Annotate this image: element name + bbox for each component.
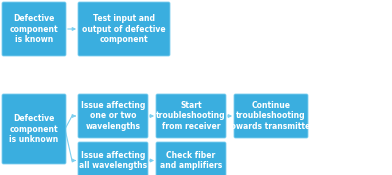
FancyBboxPatch shape bbox=[78, 2, 170, 56]
FancyBboxPatch shape bbox=[78, 142, 148, 175]
Text: Defective
component
is known: Defective component is known bbox=[10, 14, 58, 44]
Text: Issue affecting
all wavelengths: Issue affecting all wavelengths bbox=[79, 151, 147, 170]
FancyBboxPatch shape bbox=[2, 94, 66, 164]
Text: Issue affecting
one or two
wavelengths: Issue affecting one or two wavelengths bbox=[81, 101, 145, 131]
FancyBboxPatch shape bbox=[2, 2, 66, 56]
FancyBboxPatch shape bbox=[156, 94, 226, 138]
Text: Start
troubleshooting
from receiver: Start troubleshooting from receiver bbox=[156, 101, 226, 131]
FancyBboxPatch shape bbox=[156, 142, 226, 175]
Text: Check fiber
and amplifiers: Check fiber and amplifiers bbox=[160, 151, 222, 170]
Text: Continue
troubleshooting
towards transmitter: Continue troubleshooting towards transmi… bbox=[227, 101, 314, 131]
FancyBboxPatch shape bbox=[234, 94, 308, 138]
Text: Defective
component
is unknown: Defective component is unknown bbox=[9, 114, 59, 144]
FancyBboxPatch shape bbox=[78, 94, 148, 138]
Text: Test input and
output of defective
component: Test input and output of defective compo… bbox=[82, 14, 166, 44]
